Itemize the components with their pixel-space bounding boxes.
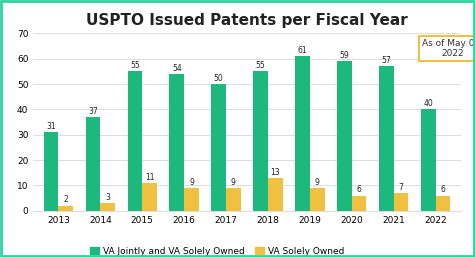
Text: 54: 54 xyxy=(172,64,181,73)
Bar xyxy=(128,71,142,211)
Text: 31: 31 xyxy=(46,122,56,131)
Bar xyxy=(170,74,184,211)
Text: 3: 3 xyxy=(105,193,110,202)
Text: 6: 6 xyxy=(440,185,446,194)
Legend: VA Jointly and VA Solely Owned, VA Solely Owned: VA Jointly and VA Solely Owned, VA Solel… xyxy=(86,243,348,257)
Text: 57: 57 xyxy=(381,56,391,65)
Bar xyxy=(268,178,283,211)
Text: 9: 9 xyxy=(231,178,236,187)
Text: 11: 11 xyxy=(145,173,154,182)
Text: 37: 37 xyxy=(88,107,98,116)
Bar xyxy=(352,196,366,211)
Bar xyxy=(253,71,268,211)
Bar xyxy=(86,117,100,211)
Text: 61: 61 xyxy=(298,46,307,55)
Bar xyxy=(142,183,157,211)
Bar xyxy=(436,196,450,211)
Text: 40: 40 xyxy=(423,99,433,108)
Bar xyxy=(58,206,73,211)
Bar xyxy=(211,84,226,211)
Text: 59: 59 xyxy=(340,51,349,60)
Text: 7: 7 xyxy=(399,183,403,192)
Text: 9: 9 xyxy=(189,178,194,187)
Bar xyxy=(226,188,241,211)
Title: USPTO Issued Patents per Fiscal Year: USPTO Issued Patents per Fiscal Year xyxy=(86,13,408,28)
Text: 13: 13 xyxy=(270,168,280,177)
Text: 55: 55 xyxy=(130,61,140,70)
Bar xyxy=(100,203,115,211)
Bar xyxy=(421,109,436,211)
Bar xyxy=(310,188,324,211)
Text: 2: 2 xyxy=(63,195,68,204)
Bar xyxy=(295,56,310,211)
Text: 50: 50 xyxy=(214,74,224,83)
Text: 6: 6 xyxy=(357,185,361,194)
Text: 9: 9 xyxy=(315,178,320,187)
Bar xyxy=(337,61,352,211)
Bar xyxy=(44,132,58,211)
Bar xyxy=(379,66,394,211)
Text: As of May 02,
2022: As of May 02, 2022 xyxy=(422,39,475,58)
Bar xyxy=(394,193,408,211)
Text: 55: 55 xyxy=(256,61,266,70)
Bar xyxy=(184,188,199,211)
